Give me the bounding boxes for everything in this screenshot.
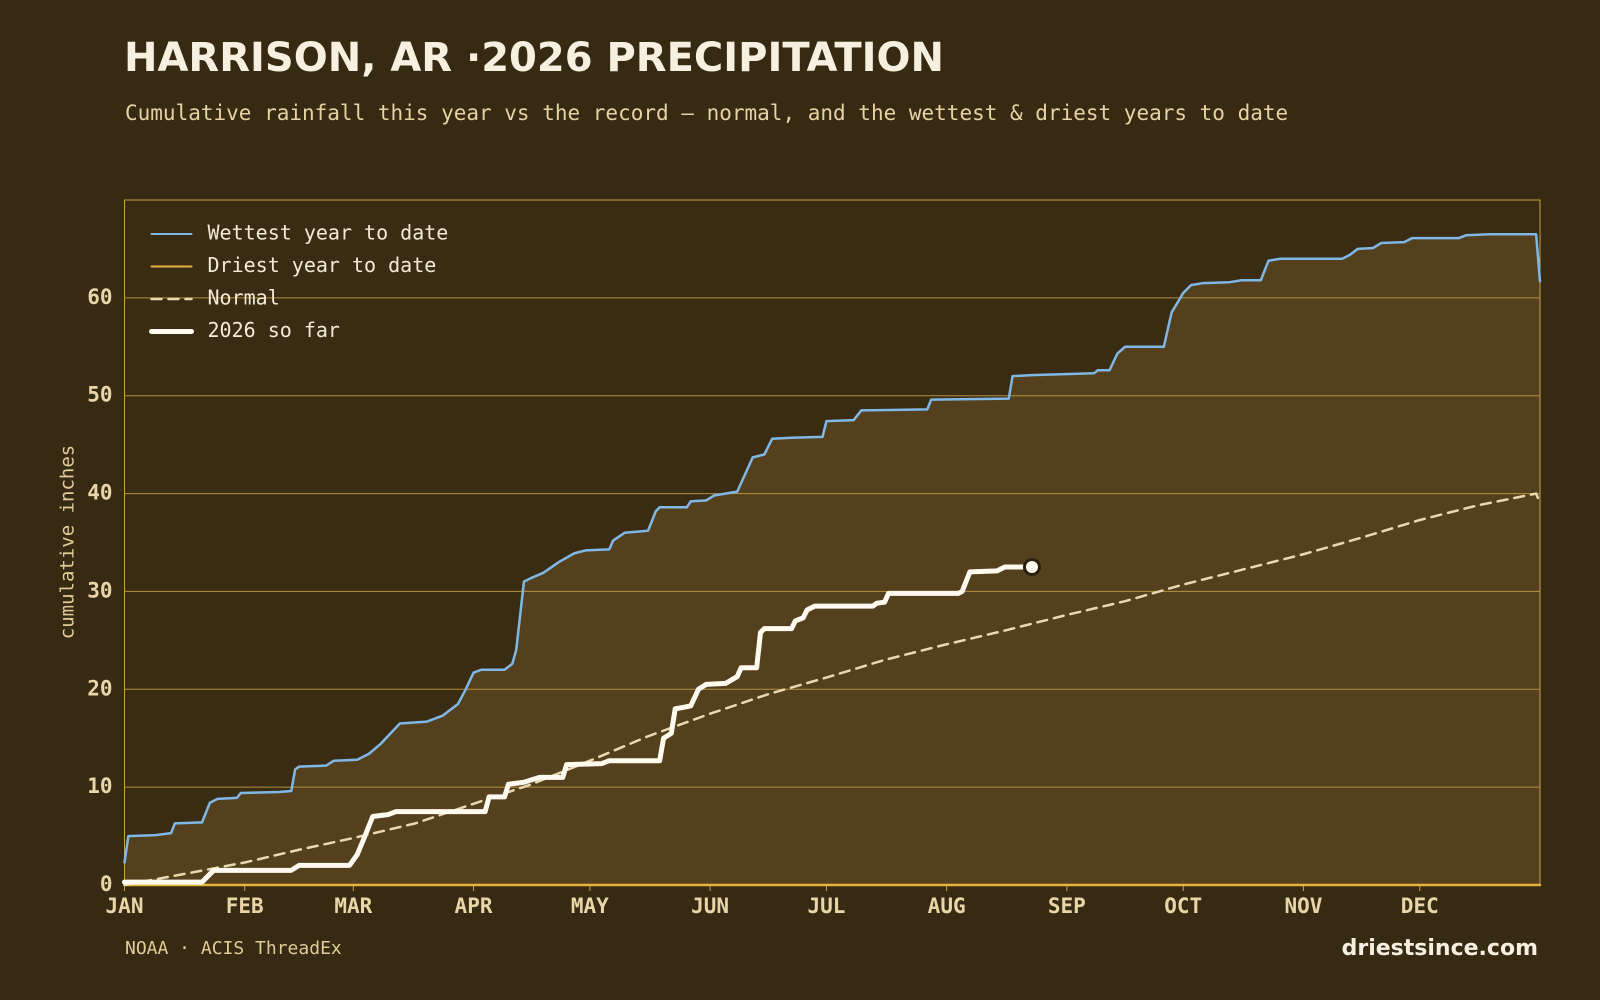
x-tick-label: NOV [1284,894,1322,918]
source: NOAA · ACIS ThreadEx [125,938,342,959]
y-tick-label: 10 [87,774,112,798]
x-tick-label: APR [455,894,493,918]
x-tick-label: JAN [106,894,144,918]
y-tick-label: 40 [87,481,112,505]
x-tick-label: MAR [334,894,372,918]
x-tick-label: OCT [1164,894,1202,918]
x-tick-label: MAY [571,894,609,918]
x-tick-label: FEB [226,894,264,918]
y-tick-label: 20 [87,676,112,700]
legend-label: Driest year to date [208,253,437,277]
site-name: driestsince.com [1342,936,1538,961]
y-axis-label: cumulative inches [57,445,79,639]
y-tick-label: 60 [87,285,112,309]
legend-label: Wettest year to date [208,221,449,245]
legend-label: Normal [208,286,280,310]
series-line [122,564,1035,885]
x-tick-label: JUN [691,894,729,918]
legend-label: 2026 so far [208,318,340,342]
x-tick-label: AUG [928,894,966,918]
y-tick-label: 30 [87,578,112,602]
chart-subtitle: Cumulative rainfall this year vs the rec… [125,101,1288,125]
range-fill [124,234,1540,885]
chart-title: HARRISON, AR ·2026 PRECIPITATION [124,35,944,81]
y-tick-label: 0 [100,872,113,896]
x-tick-label: DEC [1401,894,1439,918]
end-marker [1022,557,1041,576]
y-tick-label: 50 [87,383,112,407]
x-tick-label: SEP [1048,894,1086,918]
series-line [123,233,1542,864]
x-tick-label: JUL [807,894,845,918]
